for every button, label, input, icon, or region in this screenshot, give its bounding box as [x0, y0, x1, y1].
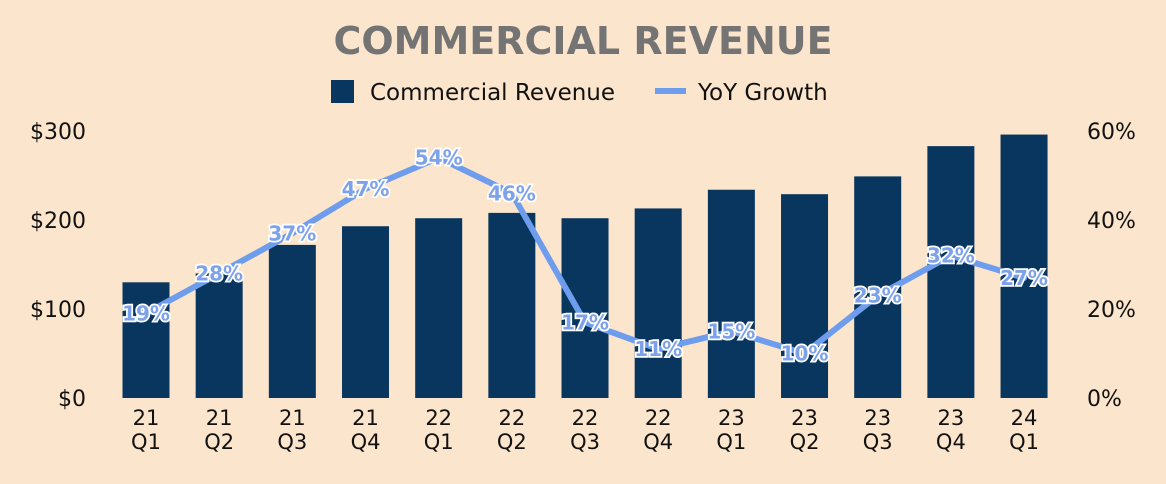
- legend-swatch-commercial-revenue: [331, 80, 354, 103]
- y-left-tick-label: $200: [30, 209, 86, 234]
- x-tick-label: 23 Q3: [863, 406, 893, 454]
- yoy-growth-data-label: 10%: [781, 342, 829, 366]
- y-right-tick-label: 40%: [1087, 209, 1136, 234]
- yoy-growth-point: [289, 230, 296, 237]
- x-tick-label: 23 Q2: [790, 406, 820, 454]
- yoy-growth-point: [655, 346, 662, 353]
- x-tick-label: 23 Q1: [716, 406, 746, 454]
- y-left-tick-label: $0: [58, 387, 86, 412]
- y-left-tick-label: $100: [30, 298, 86, 323]
- y-axis-left: $0 $100 $200 $300: [30, 120, 86, 412]
- revenue-bar: [342, 226, 390, 398]
- revenue-bar: [415, 218, 463, 398]
- x-tick-label: 21 Q4: [351, 406, 381, 454]
- legend-label-commercial-revenue: Commercial Revenue: [370, 80, 615, 106]
- x-axis: 21 Q1 21 Q2 21 Q3 21 Q4 22 Q1 22 Q2 22 Q3 22 Q4 23 Q1 23 Q2…: [131, 406, 1039, 454]
- yoy-growth-point: [801, 350, 808, 357]
- yoy-growth-data-label: 27%: [1000, 266, 1048, 290]
- yoy-growth-point: [508, 190, 515, 197]
- yoy-growth-data-label: 23%: [854, 284, 902, 308]
- growth-data-labels: 19% 28% 37% 47% 54% 46% 17% 11% 15% 10% 23% 32% 27%: [120, 144, 1049, 367]
- legend-label-yoy-growth: YoY Growth: [697, 80, 828, 106]
- yoy-growth-data-label: 19%: [122, 301, 170, 325]
- legend: Commercial Revenue YoY Growth: [331, 80, 828, 106]
- x-tick-label: 22 Q4: [643, 406, 673, 454]
- revenue-bar: [122, 282, 170, 398]
- x-tick-label: 24 Q1: [1009, 406, 1039, 454]
- y-right-tick-label: 0%: [1087, 387, 1122, 412]
- x-tick-label: 21 Q1: [131, 406, 161, 454]
- revenue-bar: [1000, 134, 1048, 398]
- line-series-yoy-growth: [143, 154, 1028, 357]
- revenue-bar: [781, 194, 829, 398]
- yoy-growth-data-label: 11%: [634, 337, 682, 361]
- yoy-growth-data-label: 28%: [195, 261, 243, 285]
- yoy-growth-point: [435, 154, 442, 161]
- yoy-growth-data-label: 15%: [707, 319, 755, 343]
- yoy-growth-point: [947, 252, 954, 259]
- yoy-growth-point: [582, 319, 589, 326]
- yoy-growth-point: [216, 270, 223, 277]
- yoy-growth-data-label: 46%: [488, 181, 536, 205]
- revenue-bar: [634, 208, 682, 398]
- yoy-growth-point: [362, 185, 369, 192]
- yoy-growth-point: [728, 328, 735, 335]
- yoy-growth-data-label: 47%: [342, 177, 390, 201]
- yoy-growth-point: [1021, 274, 1028, 281]
- revenue-bar: [195, 273, 243, 398]
- x-tick-label: 22 Q2: [497, 406, 527, 454]
- yoy-growth-data-label: 54%: [415, 146, 463, 170]
- y-left-tick-label: $300: [30, 120, 86, 145]
- x-tick-label: 22 Q1: [424, 406, 454, 454]
- y-right-tick-label: 60%: [1087, 120, 1136, 145]
- x-tick-label: 21 Q3: [277, 406, 307, 454]
- yoy-growth-data-label: 17%: [561, 310, 609, 334]
- yoy-growth-data-label: 37%: [268, 221, 316, 245]
- y-axis-right: 0% 20% 40% 60%: [1087, 120, 1136, 412]
- yoy-growth-point: [143, 310, 149, 317]
- x-tick-label: 23 Q4: [936, 406, 966, 454]
- x-tick-label: 21 Q2: [204, 406, 234, 454]
- y-right-tick-label: 20%: [1087, 298, 1136, 323]
- revenue-bar: [927, 146, 975, 398]
- yoy-growth-data-label: 32%: [927, 244, 975, 268]
- chart-title: COMMERCIAL REVENUE: [333, 19, 832, 63]
- x-tick-label: 22 Q3: [570, 406, 600, 454]
- revenue-bar: [707, 189, 755, 398]
- revenue-bar: [561, 218, 609, 398]
- yoy-growth-point: [874, 292, 881, 299]
- bar-series-commercial-revenue: [122, 134, 1048, 398]
- revenue-bar: [268, 244, 316, 398]
- revenue-bar: [488, 212, 536, 398]
